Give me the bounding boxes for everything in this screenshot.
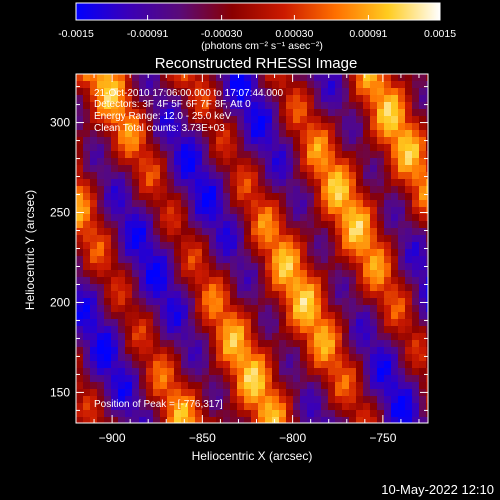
colorbar-unit-label: (photons cm⁻² s⁻¹ asec⁻²) [201,40,323,52]
y-axis-label: Heliocentric Y (arcsec) [23,190,37,310]
colorbar: -0.0015 -0.00091 -0.00030 0.00030 0.00091 0.0… [58,2,456,52]
annotation-time-range: 21-Oct-2010 17:06:00.000 to 17:07:44.000 [94,88,283,99]
colorbar-tick-label: 0.00091 [349,28,387,40]
colorbar-tick-label: -0.00030 [201,28,243,40]
colorbar-tick-label: -0.0015 [58,28,94,40]
x-tick-label: −900 [99,431,126,445]
x-tick-label: −800 [279,431,306,445]
colorbar-ticks: -0.0015 -0.00091 -0.00030 0.00030 0.00091 0.0… [58,15,456,40]
colorbar-tick-label: 0.00030 [275,28,313,40]
annotation-detectors: Detectors: 3F 4F 5F 6F 7F 8F, Att 0 [94,99,251,110]
colorbar-tick-label: -0.00091 [127,28,169,40]
chart-title: Reconstructed RHESSI Image [155,55,358,72]
annotation-peak-position: Position of Peak = [-776,317] [94,399,223,410]
footer-timestamp: 10-May-2022 12:10 [381,482,494,497]
y-tick-label: 150 [50,385,70,399]
x-tick-label: −850 [189,431,216,445]
y-tick-label: 200 [50,295,70,309]
colorbar-gradient [75,2,441,21]
x-axis-ticks: −900 −850 −800 −750 [93,74,420,445]
heatmap-image [76,74,428,423]
colorbar-tick-label: 0.0015 [424,28,456,40]
y-tick-label: 250 [50,206,70,220]
y-axis-ticks: 150 200 250 300 [50,86,428,411]
x-tick-label: −750 [369,431,396,445]
annotation-energy-range: Energy Range: 12.0 - 25.0 keV [94,111,232,122]
annotation-method-counts: Clean Total counts: 3.73E+03 [94,123,225,134]
x-axis-label: Heliocentric X (arcsec) [192,449,313,463]
y-tick-label: 300 [50,116,70,130]
